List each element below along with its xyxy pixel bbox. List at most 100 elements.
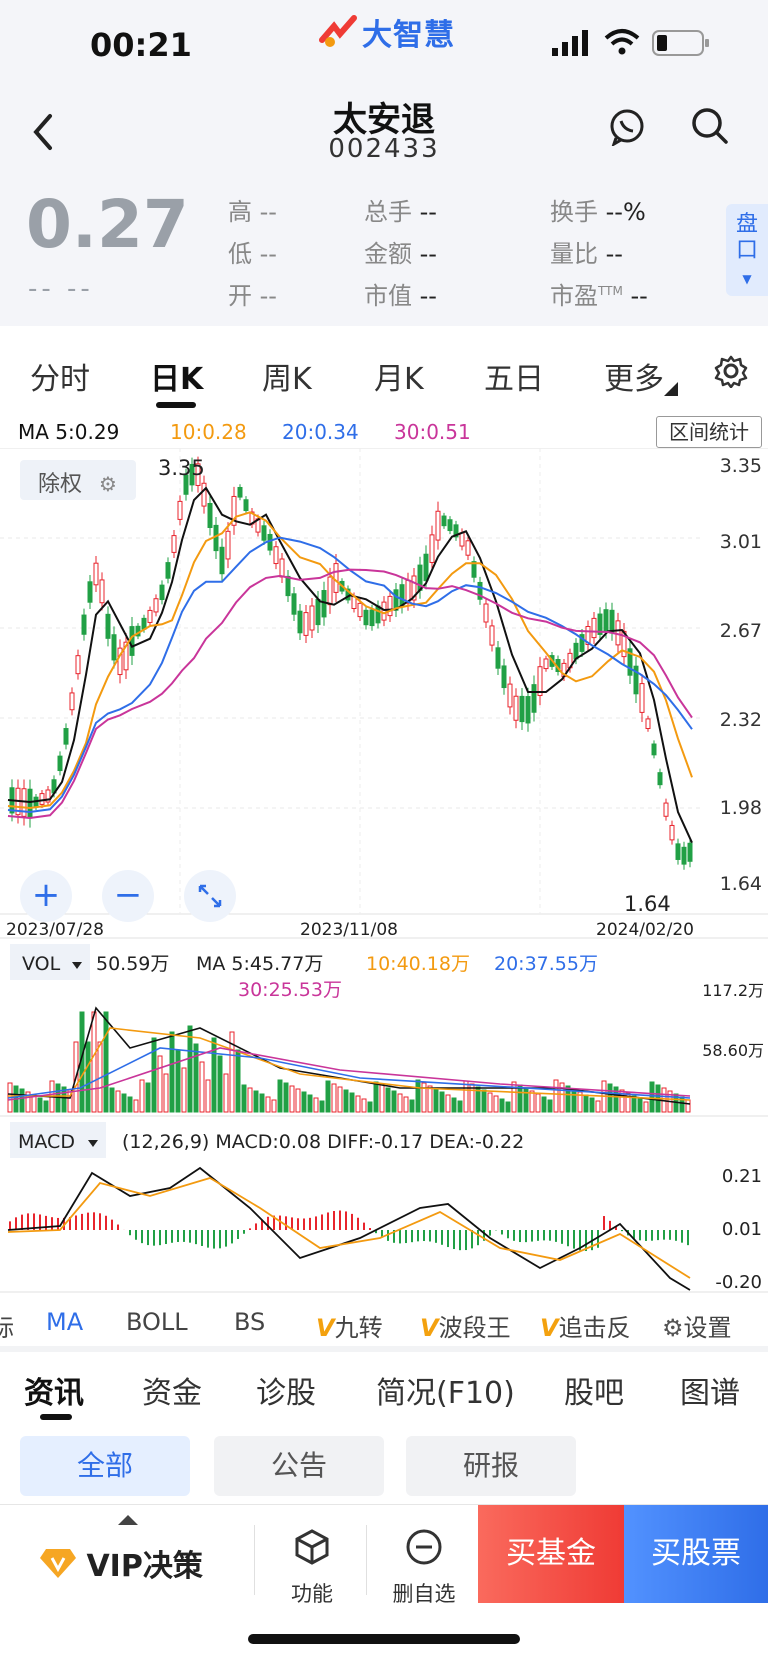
candle-body [237, 486, 243, 498]
volume-bar [259, 1093, 265, 1113]
price-tick: 1.98 [720, 797, 762, 819]
vol-ratio-value: -- [605, 240, 623, 268]
candle-body [321, 590, 327, 618]
candle-body [585, 626, 591, 645]
volume-bar [169, 1031, 175, 1113]
function-button[interactable]: 功能 [262, 1527, 362, 1608]
indicator-tab-bs[interactable]: BS [234, 1308, 266, 1336]
volume-bar [619, 1089, 625, 1113]
tab-monthly-k[interactable]: 月K [374, 362, 424, 397]
tab-daily-k[interactable]: 日K [150, 362, 204, 397]
chart-grid [0, 448, 768, 1293]
range-stats-button[interactable]: 区间统计 [656, 416, 762, 448]
candle-body [243, 499, 249, 512]
vol-ma10: 10:40.18万 [366, 953, 470, 975]
indicator-settings[interactable]: ⚙设置 [662, 1308, 732, 1343]
volume-value: -- [419, 198, 437, 226]
macd-tick: 0.21 [722, 1166, 762, 1187]
indicator-tab-ma[interactable]: MA [46, 1308, 84, 1336]
volume-bar [241, 1084, 247, 1113]
buy-fund-button[interactable]: 买基金 [478, 1505, 624, 1603]
zoom-in-button[interactable]: + [20, 870, 72, 922]
volume-bar [355, 1095, 361, 1113]
candle-body [315, 598, 321, 626]
tab-funds[interactable]: 资金 [142, 1376, 202, 1411]
tab-intraday[interactable]: 分时 [30, 362, 90, 397]
tab-forum[interactable]: 股吧 [564, 1376, 624, 1411]
candle-body [681, 846, 687, 865]
volume-bar [541, 1096, 547, 1113]
vip-decision-button[interactable]: VIP决策 [40, 1541, 203, 1585]
remove-watchlist-button[interactable]: 删自选 [374, 1527, 474, 1608]
settings-gear-icon[interactable] [714, 354, 748, 388]
candle-body [657, 772, 663, 786]
macd-selector-label: MACD [18, 1131, 75, 1153]
brand-swoosh-icon [319, 15, 357, 47]
pankou-button[interactable]: 盘口 ▼ [726, 204, 768, 296]
candle-body [81, 614, 87, 635]
volume-bar [115, 1090, 121, 1113]
candle-body [45, 789, 51, 803]
vol-ma20: 20:37.55万 [494, 953, 598, 975]
volume-bar [175, 1049, 181, 1113]
zoom-out-button[interactable]: − [102, 870, 154, 922]
volume-bar [415, 1079, 421, 1113]
indicator-tab-zhuiji[interactable]: V追击反 [540, 1308, 634, 1343]
vol-tick: 117.2万 [702, 981, 764, 1000]
date-label: 2023/11/08 [300, 920, 398, 940]
adjust-button[interactable]: 除权 ⚙ [20, 460, 136, 500]
candle-body [225, 530, 231, 560]
signal-icon [552, 30, 588, 56]
divider [366, 1525, 367, 1595]
tab-f10[interactable]: 简况(F10) [376, 1376, 515, 1411]
indicator-tab[interactable]: 标 [0, 1314, 14, 1342]
candle-body [543, 658, 549, 670]
remove-watchlist-label: 删自选 [392, 1582, 456, 1606]
adjust-gear-icon: ⚙ [99, 472, 117, 496]
candle-body [27, 788, 33, 819]
volume-bar [649, 1081, 655, 1113]
min-price-label: 1.64 [624, 892, 671, 916]
divider [0, 1346, 768, 1352]
candle-body [429, 534, 435, 563]
buy-stock-button[interactable]: 买股票 [624, 1505, 768, 1603]
volume-bar [211, 1037, 217, 1113]
ma20-line [7, 536, 693, 814]
candle-body [645, 718, 651, 730]
candle-body [423, 553, 429, 582]
indicator-tab-boduanwang[interactable]: V波段王 [420, 1308, 511, 1343]
filter-research[interactable]: 研报 [406, 1436, 576, 1496]
tab-diagnosis[interactable]: 诊股 [256, 1376, 316, 1411]
amount-value: -- [419, 240, 437, 268]
volume-bar [517, 1084, 523, 1113]
expand-up-icon[interactable] [118, 1513, 138, 1525]
candle-body [201, 482, 207, 507]
volume-bar [487, 1092, 493, 1113]
fullscreen-button[interactable] [184, 870, 236, 922]
tab-news[interactable]: 资讯 [24, 1376, 84, 1411]
indicator-tab-label: 九转 [334, 1314, 383, 1342]
tab-graph[interactable]: 图谱 [680, 1376, 740, 1411]
tab-more[interactable]: 更多 [604, 362, 664, 397]
tab-five-day[interactable]: 五日 [484, 362, 544, 397]
filter-all[interactable]: 全部 [20, 1436, 190, 1496]
indicator-tab-boll[interactable]: BOLL [126, 1308, 188, 1336]
volume-bar [547, 1099, 553, 1113]
chat-icon[interactable] [608, 108, 646, 146]
ma10-value: 10:0.28 [170, 420, 247, 444]
filter-announcements[interactable]: 公告 [214, 1436, 384, 1496]
volume-bar [109, 1087, 115, 1113]
turnover-label: 换手 [550, 198, 598, 226]
vip-v-icon: V [540, 1314, 559, 1342]
volume-bar [223, 1073, 229, 1113]
volume-bar [409, 1099, 415, 1113]
search-icon[interactable] [690, 106, 730, 146]
candle-body [93, 562, 99, 586]
open-stat: 开 -- [228, 276, 277, 311]
indicator-tab-jiuzhuan[interactable]: V九转 [316, 1308, 383, 1343]
kline-chart[interactable]: 3.35 3.01 2.67 2.32 1.98 1.64 3.35 1.64 … [0, 448, 768, 1298]
candle-body [573, 642, 579, 660]
tab-weekly-k[interactable]: 周K [262, 362, 312, 397]
back-icon[interactable] [30, 112, 56, 152]
volume-bar [385, 1087, 391, 1113]
